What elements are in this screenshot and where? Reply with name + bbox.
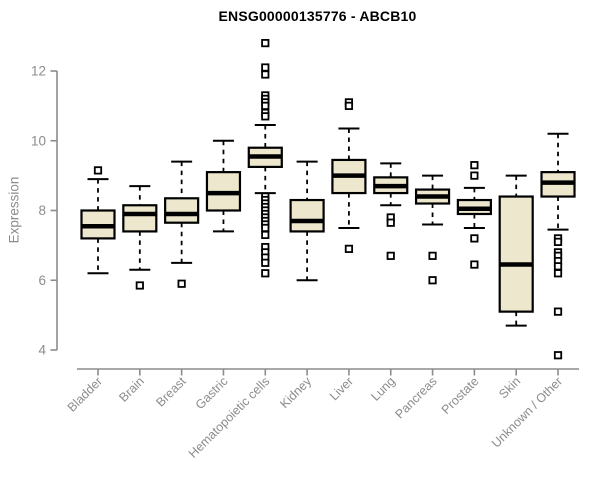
boxplot-lung: [373, 162, 409, 260]
x-category-label-bladder: Bladder: [65, 374, 105, 414]
outlier-point: [261, 223, 270, 233]
outlier-point: [261, 112, 270, 121]
y-tick-label: 12: [31, 64, 46, 79]
outlier-point: [553, 262, 563, 271]
x-category-label-breast: Breast: [153, 374, 189, 410]
outlier-point: [177, 279, 186, 288]
outlier-point: [135, 281, 144, 290]
y-tick-label: 10: [31, 133, 46, 148]
boxplot-unknown-other: [540, 132, 576, 360]
outlier-point: [344, 244, 354, 253]
x-category-label-skin: Skin: [496, 374, 523, 401]
y-tick-label: 6: [38, 273, 46, 288]
iqr-box: [289, 198, 325, 233]
boxplot-liver: [331, 98, 367, 253]
iqr-box: [164, 197, 200, 224]
x-category-label-gastric: Gastric: [193, 374, 231, 412]
boxplot-brain: [122, 185, 158, 290]
outlier-point: [261, 269, 270, 278]
x-category-label-prostate: Prostate: [439, 374, 482, 417]
x-category-label-brain: Brain: [116, 374, 147, 405]
boxplot-kidney: [289, 160, 325, 282]
iqr-box: [498, 195, 534, 313]
outlier-point: [386, 251, 395, 260]
chart-title: ENSG00000135776 - ABCB10: [218, 8, 417, 24]
outlier-point: [553, 237, 563, 246]
outlier-point: [261, 70, 270, 79]
outlier-point: [261, 63, 270, 72]
boxplot-hematopoietic-cells: [247, 39, 283, 278]
boxplot-gastric: [205, 139, 242, 233]
x-category-label-unknown-other: Unknown / Other: [489, 374, 565, 450]
x-category-label-pancreas: Pancreas: [392, 374, 439, 421]
boxplot-skin: [498, 174, 534, 327]
y-tick-label: 4: [38, 343, 46, 358]
iqr-box: [122, 204, 158, 233]
outlier-point: [93, 166, 103, 175]
outlier-point: [344, 101, 354, 110]
outlier-point: [470, 260, 479, 269]
y-axis-label: Expression: [6, 176, 22, 244]
outlier-point: [386, 218, 395, 227]
outlier-point: [470, 234, 479, 243]
x-category-label-lung: Lung: [368, 374, 398, 404]
boxplot-pancreas: [414, 174, 451, 285]
outlier-point: [470, 161, 479, 170]
outlier-point: [553, 307, 563, 316]
boxplot-prostate: [456, 161, 492, 269]
outlier-point: [553, 351, 563, 360]
outlier-point: [261, 258, 270, 267]
boxplot-bladder: [80, 166, 116, 275]
x-category-label-hematopoietic-cells: Hematopoietic cells: [186, 374, 273, 461]
outlier-point: [470, 171, 479, 180]
boxplot-breast: [164, 160, 200, 288]
x-category-label-kidney: Kidney: [277, 374, 314, 411]
y-tick-label: 8: [38, 203, 46, 218]
outlier-point: [261, 39, 270, 48]
outlier-point: [553, 269, 563, 278]
outlier-point: [261, 101, 270, 110]
outlier-point: [261, 230, 270, 240]
outlier-point: [428, 251, 437, 260]
x-category-label-liver: Liver: [327, 374, 356, 403]
outlier-point: [428, 276, 437, 285]
